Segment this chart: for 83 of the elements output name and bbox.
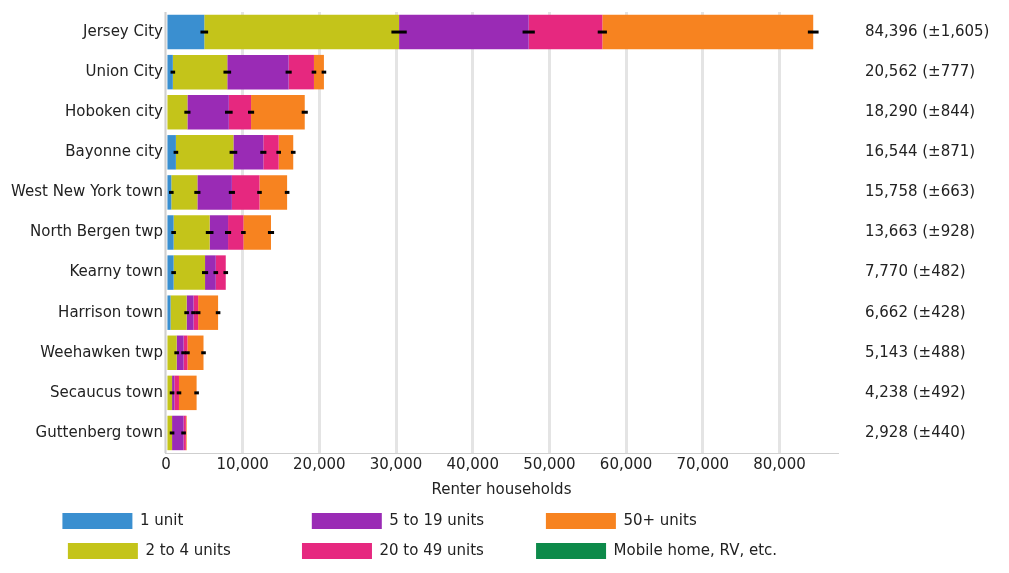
x-tick-label: 10,000	[216, 454, 269, 473]
y-tick-label: Hoboken city	[64, 102, 164, 121]
bar	[175, 135, 234, 170]
bar	[209, 215, 229, 250]
x-tick-label: 0	[161, 454, 171, 473]
bar	[176, 335, 184, 371]
x-tick-label: 20,000	[293, 454, 346, 473]
y-tick-label: West New York town	[11, 182, 163, 201]
y-tick-label: Secaucus town	[50, 382, 163, 401]
y-tick-label: Guttenberg town	[35, 422, 163, 441]
bar	[228, 94, 252, 130]
bar	[178, 375, 197, 411]
bar	[227, 54, 289, 90]
bar	[228, 215, 244, 250]
bar	[602, 14, 814, 50]
bar	[233, 135, 264, 170]
bar	[171, 175, 198, 210]
bar	[313, 54, 324, 90]
legend-label: 2 to 4 units	[145, 540, 288, 559]
bar	[528, 14, 603, 50]
bar	[167, 14, 205, 50]
text: 16,544 (±871)	[865, 142, 976, 161]
bar	[172, 415, 184, 451]
y-tick-label: Bayonne city	[65, 142, 164, 161]
x-tick-label: 40,000	[446, 454, 499, 473]
bar	[167, 215, 174, 250]
bar	[399, 14, 529, 50]
x-tick-label: 50,000	[523, 454, 576, 473]
bar	[170, 295, 187, 330]
bar	[167, 415, 173, 451]
legend-label: 20 to 49 units	[379, 540, 523, 559]
x-axis-title: Renter households	[431, 479, 572, 498]
bar	[167, 175, 172, 210]
text: 5,143 (±488)	[865, 342, 966, 361]
bar	[231, 175, 260, 210]
text: 13,663 (±928)	[865, 222, 976, 241]
x-tick-label: 60,000	[599, 454, 653, 473]
bar	[278, 135, 294, 170]
legend-label: Mobile home, RV, etc.	[613, 540, 778, 559]
bar	[167, 135, 176, 170]
bar	[288, 54, 314, 90]
text: 7,770 (±482)	[865, 262, 966, 281]
y-tick-label: Union City	[85, 62, 164, 81]
legend-label: 1 unit	[139, 510, 298, 529]
bar	[198, 295, 219, 330]
x-tick-label: 70,000	[676, 454, 730, 473]
y-tick-label: Jersey City	[82, 21, 164, 40]
bar	[259, 175, 288, 210]
text: 2,928 (±440)	[865, 422, 966, 441]
bar	[173, 255, 206, 290]
text: 18,290 (±844)	[865, 102, 976, 121]
x-tick-label: 80,000	[753, 454, 806, 473]
y-tick-label: Kearny town	[69, 262, 163, 281]
bar	[187, 94, 229, 130]
bar	[173, 215, 210, 250]
text: 6,662 (±428)	[865, 302, 966, 321]
bar	[251, 94, 305, 130]
bar	[167, 295, 171, 330]
y-tick-label: North Bergen twp	[30, 222, 163, 241]
y-tick-label: Weehawken twp	[40, 342, 163, 361]
bar	[167, 54, 173, 90]
bar	[172, 54, 228, 90]
text: 84,396 (±1,605)	[865, 21, 990, 40]
bar	[197, 175, 232, 210]
bar	[263, 135, 279, 170]
bar	[167, 255, 174, 290]
bar	[187, 335, 204, 371]
bar	[186, 295, 194, 330]
bar	[167, 375, 173, 411]
x-tick-label: 30,000	[369, 454, 423, 473]
text: 4,238 (±492)	[865, 382, 966, 401]
bar	[243, 215, 271, 250]
bar	[167, 94, 188, 130]
y-tick-label: Harrison town	[58, 302, 163, 321]
bar	[205, 255, 216, 290]
bar	[167, 335, 177, 371]
bar	[215, 255, 226, 290]
legend-label: 5 to 19 units	[389, 510, 532, 529]
bar	[204, 14, 400, 50]
legend-label: 50+ units	[623, 510, 783, 529]
text: 15,758 (±663)	[865, 182, 976, 201]
bar	[174, 375, 179, 411]
text: 20,562 (±777)	[865, 62, 976, 81]
